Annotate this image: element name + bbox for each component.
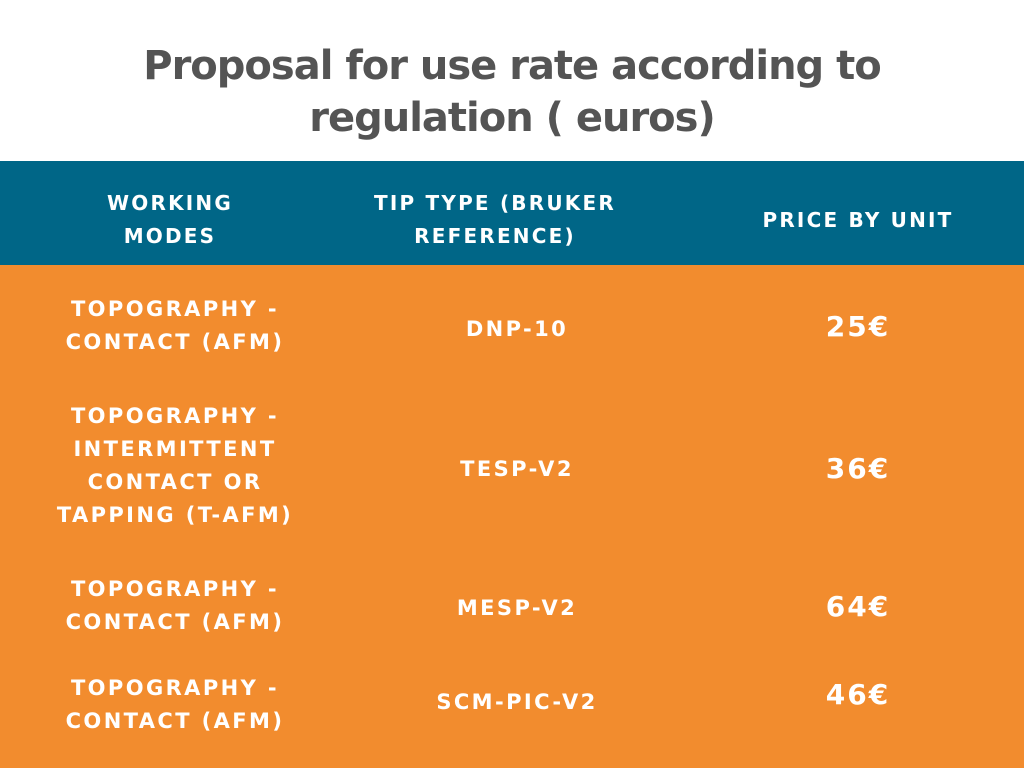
page-title-line-1: Proposal for use rate according to (143, 43, 881, 89)
row-4-price: 46€ (825, 678, 891, 711)
table-row-3-tip-type: MESP-V2 (335, 590, 699, 626)
row-2-mode-line-4: TAPPING (T-AFM) (56, 503, 294, 527)
table-row-2-tip-type: TESP-V2 (335, 451, 699, 487)
table-row-1-tip-type: DNP-10 (335, 311, 699, 347)
header-price-by-unit-line-1: PRICE BY UNIT (762, 207, 954, 232)
row-4-mode-line-1: TOPOGRAPHY - (70, 676, 280, 700)
table-row-3-price: 64€ (720, 589, 996, 625)
table-header-row: WORKING MODES TIP TYPE (BRUKER REFERENCE… (0, 161, 1024, 265)
table-row-3-working-mode: TOPOGRAPHY - CONTACT (AFM) (30, 573, 320, 639)
table-row-4-working-mode: TOPOGRAPHY - CONTACT (AFM) (30, 672, 320, 738)
header-price-by-unit: PRICE BY UNIT (720, 187, 996, 253)
header-tip-type-line-1: TIP TYPE (BRUKER (374, 191, 616, 215)
row-4-mode-line-2: CONTACT (AFM) (65, 709, 285, 733)
row-2-mode-line-3: CONTACT OR (87, 470, 263, 494)
header-tip-type: TIP TYPE (BRUKER REFERENCE) (335, 187, 655, 253)
table-row-4-price: 46€ (720, 677, 996, 713)
table-row-2-price: 36€ (720, 451, 996, 487)
row-2-mode-line-2: INTERMITTENT (73, 437, 277, 461)
header-working-modes-line-2: MODES (123, 224, 217, 248)
header-working-modes: WORKING MODES (40, 187, 300, 253)
row-2-mode-line-1: TOPOGRAPHY - (70, 404, 280, 428)
row-3-mode-line-2: CONTACT (AFM) (65, 610, 285, 634)
row-2-tip: TESP-V2 (460, 456, 574, 481)
row-3-mode-line-1: TOPOGRAPHY - (70, 577, 280, 601)
row-1-mode-line-1: TOPOGRAPHY - (70, 297, 280, 321)
header-working-modes-line-1: WORKING (107, 191, 233, 215)
table-body: TOPOGRAPHY - CONTACT (AFM) DNP-10 25€ TO… (0, 265, 1024, 768)
page-title-line-2: regulation ( euros) (309, 95, 716, 141)
row-1-mode-line-2: CONTACT (AFM) (65, 330, 285, 354)
row-4-tip: SCM-PIC-V2 (436, 689, 598, 714)
row-3-tip: MESP-V2 (456, 595, 578, 620)
table-row-2-working-mode: TOPOGRAPHY - INTERMITTENT CONTACT OR TAP… (30, 400, 320, 532)
header-tip-type-line-2: REFERENCE) (414, 224, 576, 248)
row-1-price: 25€ (825, 310, 891, 343)
row-1-tip: DNP-10 (465, 316, 569, 341)
page-title: Proposal for use rate according to regul… (0, 40, 1024, 144)
table-row-1-price: 25€ (720, 309, 996, 345)
row-3-price: 64€ (825, 590, 891, 623)
table-row-1-working-mode: TOPOGRAPHY - CONTACT (AFM) (30, 293, 320, 359)
row-2-price: 36€ (825, 452, 891, 485)
table-row-4-tip-type: SCM-PIC-V2 (335, 684, 699, 720)
